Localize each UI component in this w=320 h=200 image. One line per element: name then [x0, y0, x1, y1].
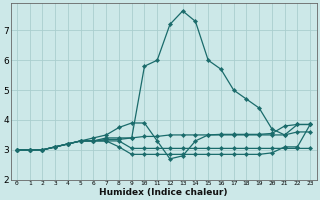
X-axis label: Humidex (Indice chaleur): Humidex (Indice chaleur) [99, 188, 228, 197]
